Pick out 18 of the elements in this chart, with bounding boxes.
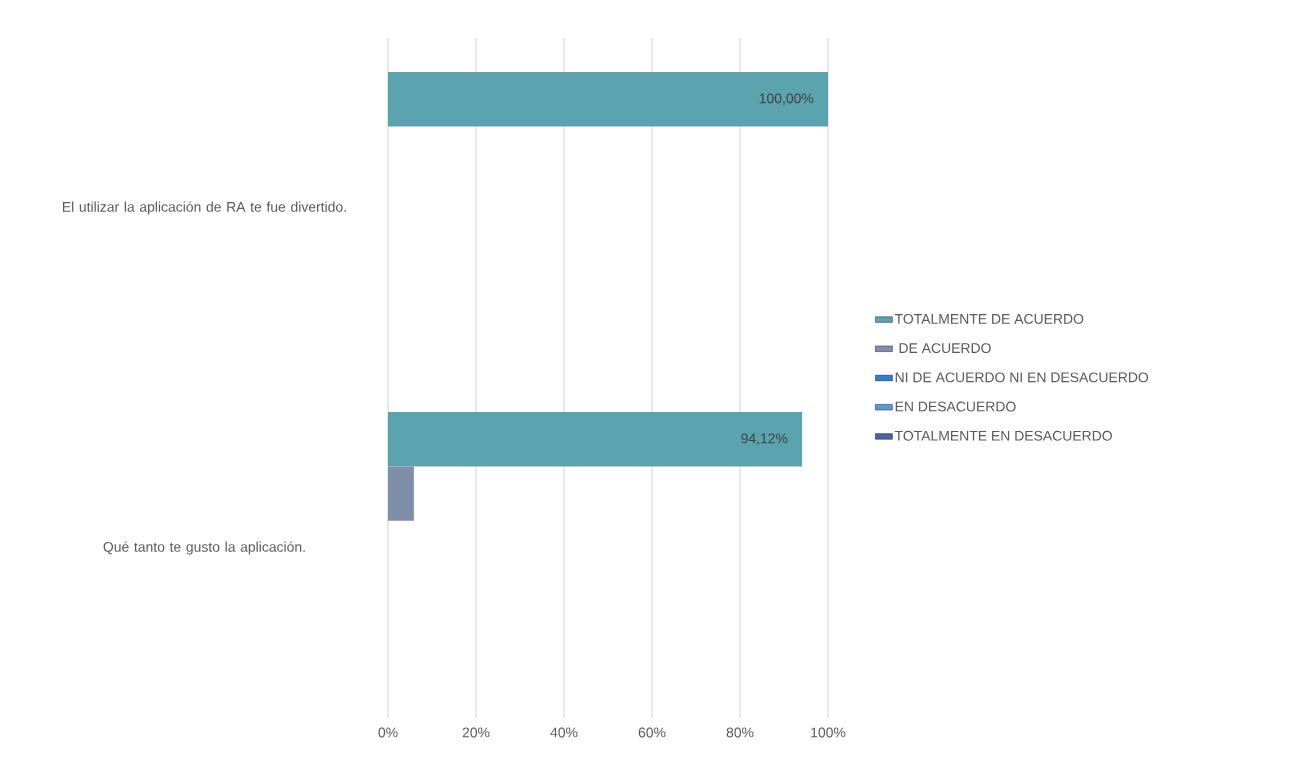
x-tick-label: 20%: [462, 727, 490, 738]
x-tick-label: 100%: [811, 727, 846, 738]
legend-label: NI DE ACUERDO NI EN DESACUERDO: [895, 372, 1149, 383]
legend-label: DE ACUERDO: [899, 343, 991, 354]
y-tick-label: El utilizar la aplicación de RA te fue divertido.: [62, 201, 346, 215]
legend-label: EN DESACUERDO: [895, 401, 1016, 412]
x-tick-label: 80%: [726, 727, 754, 738]
bar: [388, 412, 803, 467]
bar: [388, 466, 414, 521]
y-tick-label: Qué tanto te gusto la aplicación.: [103, 541, 305, 555]
legend-label: TOTALMENTE EN DESACUERDO: [894, 430, 1112, 441]
x-tick-label: 40%: [550, 727, 578, 738]
bar: [388, 72, 828, 127]
x-tick-label: 0%: [378, 727, 398, 738]
data-label: 100,00%: [759, 93, 814, 105]
x-tick-label: 60%: [638, 727, 666, 738]
data-label: 94,12%: [741, 433, 788, 445]
legend-label: TOTALMENTE DE ACUERDO: [894, 313, 1084, 324]
